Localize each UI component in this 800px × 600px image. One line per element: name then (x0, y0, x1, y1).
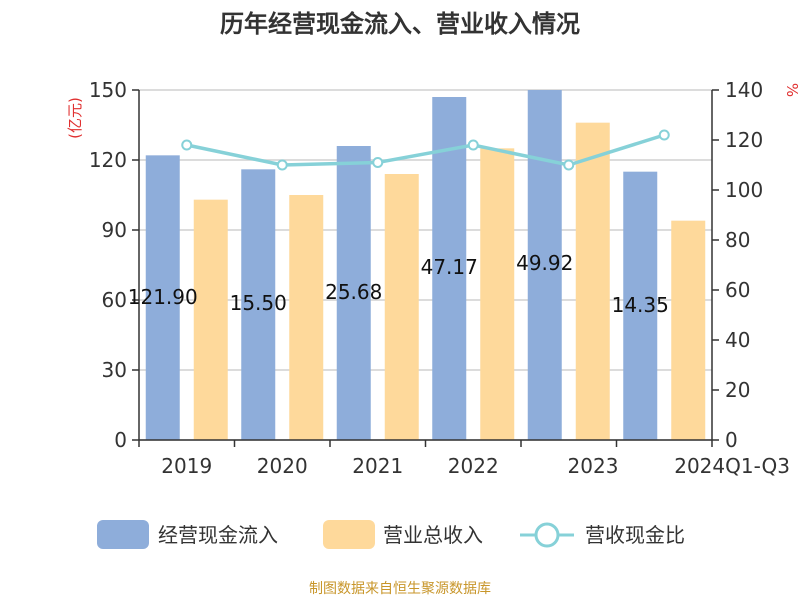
ratio-point (372, 157, 384, 168)
legend-label-cash-inflow: 经营现金流入 (158, 523, 278, 547)
right-tick-label: 80 (725, 228, 750, 252)
bar-revenue (671, 220, 706, 440)
right-tick-label: 120 (725, 128, 763, 152)
x-category-label: 2020 (257, 454, 308, 478)
left-tick-label: 90 (102, 218, 127, 242)
bar-cash-inflow (145, 155, 180, 441)
legend-swatch-revenue (323, 520, 375, 549)
ratio-point (467, 139, 479, 151)
legend: 经营现金流入 营业总收入 营收现金比 (97, 520, 685, 549)
legend-label-revenue: 营业总收入 (383, 523, 483, 547)
bar-revenue (575, 122, 610, 441)
bar-revenue (193, 199, 228, 440)
bars-group (145, 90, 706, 441)
ratio-point (563, 159, 575, 171)
right-tick-label: 20 (725, 378, 750, 402)
bar-value-label: 25.68 (325, 280, 382, 304)
left-tick-label: 150 (89, 78, 127, 102)
right-tick-label: 60 (725, 278, 750, 302)
right-tick-label: 100 (725, 178, 763, 202)
ratio-line-group (181, 129, 670, 171)
x-category-label: 2019 (161, 454, 212, 478)
legend-swatch-ratio-marker (534, 522, 560, 548)
data-labels-group: 121.90 15.50 25.68 47.17 49.92 14.35 (128, 251, 669, 317)
bar-value-label: 121.90 (128, 285, 198, 309)
x-category-label: 2023 (568, 454, 619, 478)
bar-value-label: 15.50 (230, 291, 287, 315)
bar-revenue (384, 174, 419, 440)
ratio-point (658, 129, 670, 141)
left-tick-label: 0 (114, 428, 127, 452)
bar-cash-inflow (432, 97, 467, 440)
ratio-point (276, 159, 288, 171)
chart-title: 历年经营现金流入、营业收入情况 (220, 10, 580, 38)
x-category-label: 2021 (352, 454, 403, 478)
x-category-label: 2024Q1-Q3 (674, 454, 790, 478)
bar-value-label: 49.92 (516, 251, 573, 275)
bar-revenue (480, 148, 515, 441)
x-category-label: 2022 (448, 454, 499, 478)
bar-cash-inflow (623, 171, 658, 440)
right-tick-label: 40 (725, 328, 750, 352)
bar-cash-inflow (527, 90, 562, 440)
bar-cash-inflow (241, 169, 276, 441)
left-tick-label: 120 (89, 148, 127, 172)
left-tick-label: 60 (102, 288, 127, 312)
right-tick-label: 0 (725, 428, 738, 452)
axes-group: 0 30 60 90 120 150 0 20 40 60 80 100 120 140 2019 2020 2… (89, 78, 790, 478)
legend-swatch-cash-inflow (97, 520, 149, 549)
bar-value-label: 47.17 (421, 255, 478, 279)
data-source-note: 制图数据来自恒生聚源数据库 (309, 581, 491, 597)
ratio-point (181, 139, 193, 151)
left-axis-unit: (亿元) (66, 97, 84, 139)
bar-value-label: 14.35 (612, 293, 669, 317)
legend-label-ratio: 营收现金比 (585, 523, 685, 547)
bar-cash-inflow (336, 146, 371, 440)
ratio-line (186, 133, 665, 167)
left-tick-label: 30 (102, 358, 127, 382)
bar-revenue (289, 195, 324, 440)
right-tick-label: 140 (725, 78, 763, 102)
right-axis-unit: % (783, 83, 800, 97)
